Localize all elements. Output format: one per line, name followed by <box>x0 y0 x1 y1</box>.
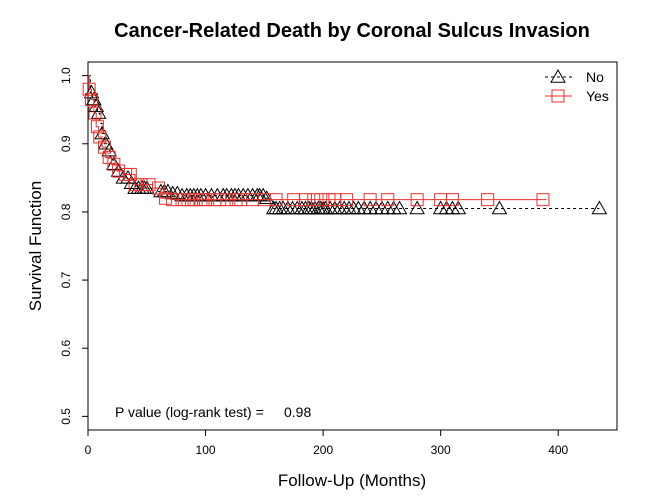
series-no <box>83 75 608 215</box>
series-yes <box>82 75 550 207</box>
censor-marker-square <box>142 178 156 192</box>
censor-marker-triangle <box>255 187 272 202</box>
censor-marker-square <box>199 193 213 207</box>
censor-marker-triangle <box>90 105 107 119</box>
censor-marker-square <box>82 82 96 96</box>
x-tick-label: 0 <box>85 443 92 457</box>
censor-marker-square <box>314 193 328 207</box>
censor-marker-square <box>445 193 459 207</box>
y-tick-label: 0.5 <box>59 408 73 425</box>
censor-marker-triangle <box>391 200 408 215</box>
censor-marker-triangle <box>550 68 566 83</box>
censor-marker-triangle <box>491 200 508 215</box>
censor-marker-square <box>269 193 283 207</box>
y-tick-label: 1.0 <box>59 67 73 84</box>
censor-marker-square <box>102 150 116 164</box>
censor-marker-triangle <box>450 200 467 215</box>
censor-marker-square <box>90 120 104 134</box>
censor-marker-square <box>97 140 111 154</box>
censor-marker-square <box>93 130 107 144</box>
plot-area <box>87 61 618 431</box>
x-axis-label: Follow-Up (Months) <box>278 471 426 490</box>
x-tick-label: 100 <box>196 443 216 457</box>
p-value: 0.98 <box>284 404 311 420</box>
y-tick-label: 0.7 <box>59 271 73 288</box>
censor-marker-triangle <box>336 200 353 215</box>
censor-marker-square <box>298 193 312 207</box>
censor-marker-square <box>410 193 424 207</box>
p-value-label: P value (log-rank test) = <box>115 404 264 420</box>
survival-curve-yes <box>88 75 547 201</box>
censor-marker-square <box>481 193 495 207</box>
censor-marker-triangle <box>341 200 357 215</box>
legend-label: No <box>586 69 604 85</box>
censor-marker-square <box>551 89 565 103</box>
censor-marker-square <box>536 193 550 207</box>
y-tick-label: 0.6 <box>59 340 73 357</box>
censor-marker-triangle <box>169 185 186 200</box>
censor-marker-square <box>134 178 148 192</box>
censor-marker-square <box>166 193 180 207</box>
censor-marker-square <box>363 193 377 207</box>
censor-marker-square <box>213 193 227 207</box>
y-tick-label: 0.8 <box>59 203 73 220</box>
censor-marker-square <box>152 181 166 195</box>
censor-marker-triangle <box>409 200 426 215</box>
censor-marker-square <box>88 106 102 120</box>
legend-label: Yes <box>586 88 609 104</box>
series-group <box>82 75 608 215</box>
x-axis: 0 100 200 300 400 <box>85 430 569 457</box>
censor-marker-triangle <box>101 142 118 157</box>
censor-marker-square <box>85 92 99 106</box>
censor-marker-square <box>340 193 354 207</box>
legend: No Yes <box>545 68 609 104</box>
y-axis: 0.5 0.6 0.7 0.8 0.9 1.0 <box>59 67 88 425</box>
censor-marker-triangle <box>240 187 256 202</box>
censor-marker-square <box>307 193 321 207</box>
censor-marker-square <box>107 157 121 171</box>
censor-marker-square <box>381 193 395 207</box>
y-axis-label: Survival Function <box>26 181 45 311</box>
censor-marker-square <box>159 191 173 205</box>
y-tick-label: 0.9 <box>59 135 73 152</box>
x-tick-label: 300 <box>431 443 451 457</box>
censor-marker-square <box>220 193 234 207</box>
x-tick-label: 400 <box>548 443 568 457</box>
chart-title: Cancer-Related Death by Coronal Sulcus I… <box>114 20 590 42</box>
censor-marker-square <box>123 167 137 181</box>
censor-marker-triangle <box>591 200 608 215</box>
x-tick-label: 200 <box>313 443 333 457</box>
